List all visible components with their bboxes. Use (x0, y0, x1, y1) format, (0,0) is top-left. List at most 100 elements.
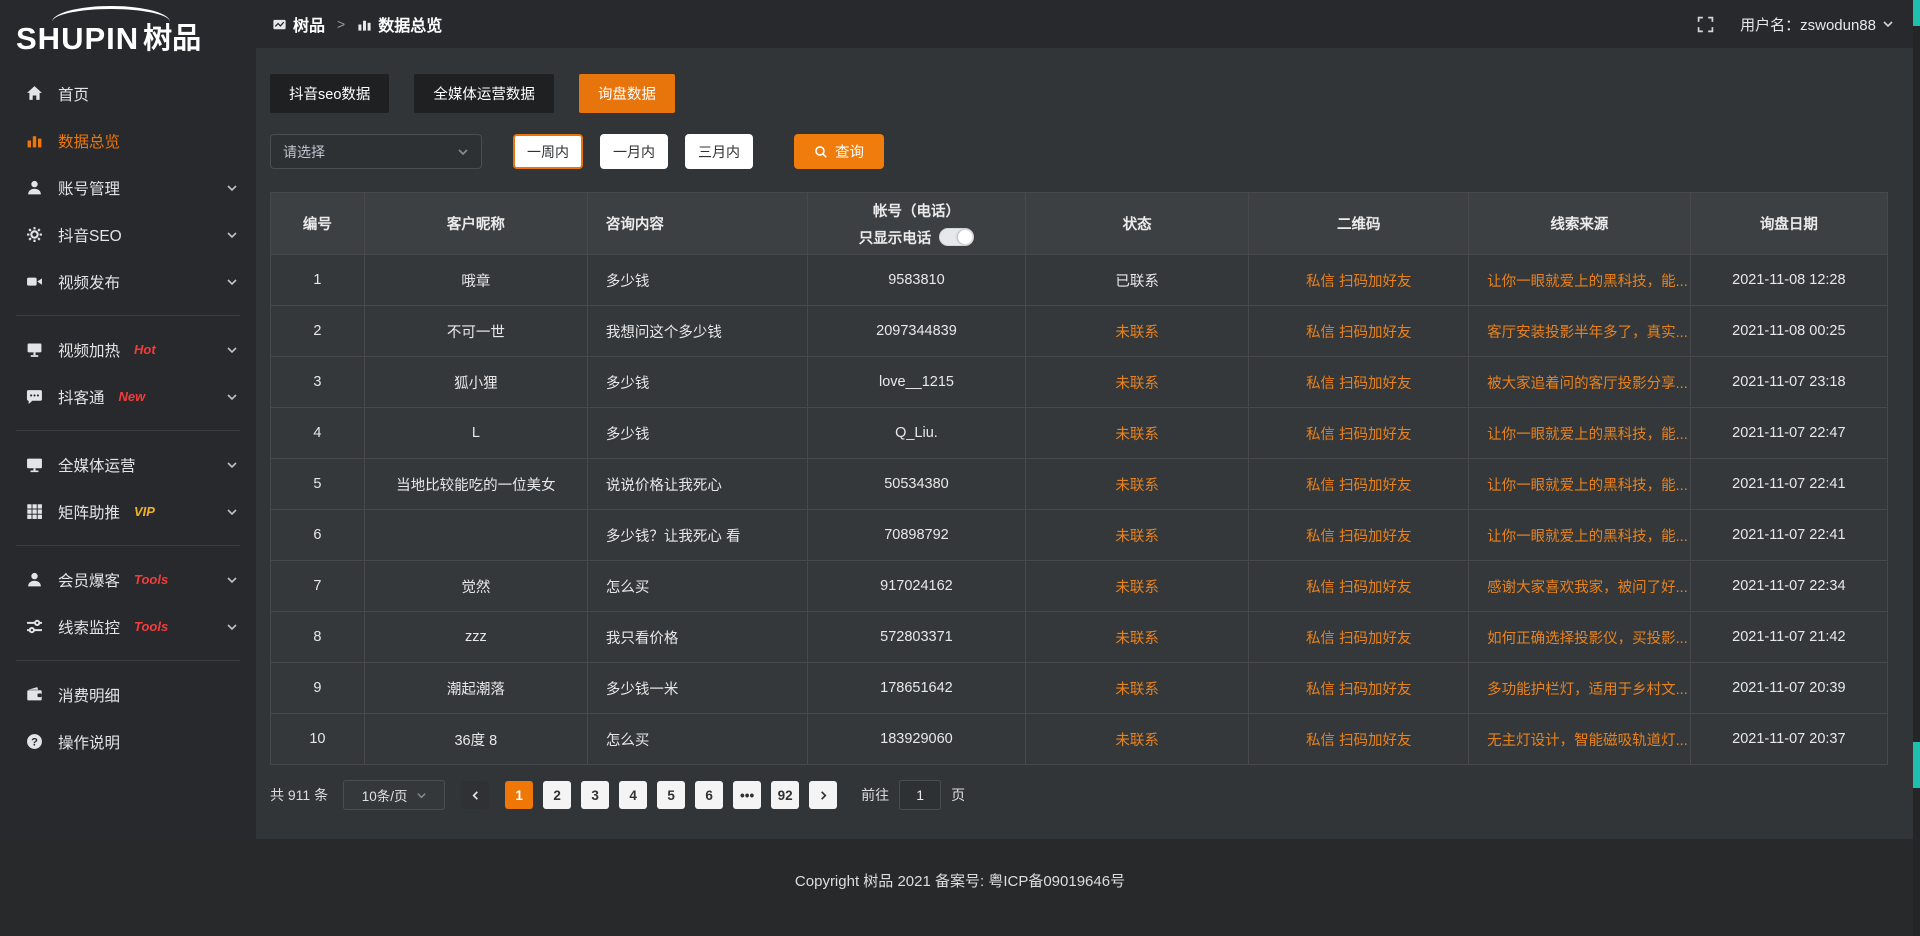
logo-text-cn: 树品 (143, 23, 202, 55)
range-button-2[interactable]: 三月内 (685, 134, 753, 169)
cell-qrcode-link[interactable]: 私信 扫码加好友 (1248, 611, 1470, 663)
page-size-select[interactable]: 10条/页 (343, 780, 446, 810)
sidebar-item-douketong[interactable]: 抖客通 New (0, 373, 256, 420)
cell-qrcode-link[interactable]: 私信 扫码加好友 (1248, 509, 1470, 561)
page-button-3[interactable]: 3 (581, 781, 610, 809)
cell-qrcode-link[interactable]: 私信 扫码加好友 (1248, 458, 1470, 510)
chevron-right-icon (820, 790, 827, 800)
cell-id: 4 (270, 407, 365, 459)
page-button-6[interactable]: 6 (695, 781, 724, 809)
cell-account: 183929060 (806, 713, 1027, 765)
sidebar-item-home[interactable]: 首页 (0, 70, 256, 117)
sidebar-item-member-baoke[interactable]: 会员爆客 Tools (0, 556, 256, 603)
page-button-2[interactable]: 2 (543, 781, 572, 809)
cell-source-link[interactable]: 无主灯设计，智能磁吸轨道灯... (1468, 713, 1691, 765)
sidebar-item-consumption-details[interactable]: 消费明细 (0, 671, 256, 718)
cell-source-link[interactable]: 被大家追着问的客厅投影分享... (1468, 356, 1691, 408)
app-icon (272, 17, 287, 32)
filter-row: 请选择 一周内 一月内 三月内 查询 (270, 134, 1888, 169)
cell-qrcode-link[interactable]: 私信 扫码加好友 (1248, 713, 1470, 765)
tab-0[interactable]: 抖音seo数据 (270, 74, 390, 113)
sidebar-item-label: 视频加热 (58, 342, 121, 360)
app-logo: SHUPIN 树品 (0, 0, 256, 60)
sidebar-item-operation-guide[interactable]: ? 操作说明 (0, 718, 256, 765)
cell-date: 2021-11-08 12:28 (1689, 254, 1889, 306)
phone-only-toggle[interactable] (939, 228, 975, 246)
tab-2[interactable]: 询盘数据 (578, 74, 675, 113)
cell-qrcode-link[interactable]: 私信 扫码加好友 (1248, 356, 1470, 408)
cell-status: 已联系 (1025, 254, 1250, 306)
breadcrumb-item[interactable]: 树品 (293, 18, 326, 35)
sidebar-item-label: 矩阵助推 (58, 504, 121, 522)
page-size-value: 10条/页 (361, 789, 408, 804)
sidebar-divider (16, 545, 240, 546)
question-icon: ? (26, 733, 43, 750)
cell-source-link[interactable]: 客厅安装投影半年多了，真实... (1468, 305, 1691, 357)
sidebar-divider (16, 315, 240, 316)
fullscreen-icon[interactable] (1697, 16, 1714, 33)
sidebar-item-douyin-seo[interactable]: 抖音SEO (0, 211, 256, 258)
table-row: 2 不可一世 我想问这个多少钱 2097344839 未联系 私信 扫码加好友 客厅安装投影… (270, 305, 1889, 357)
cell-status: 未联系 (1025, 305, 1250, 357)
page-button-4[interactable]: 4 (619, 781, 648, 809)
cell-source-link[interactable]: 多功能护栏灯，适用于乡村文... (1468, 662, 1691, 714)
cell-status: 未联系 (1025, 662, 1250, 714)
sidebar-item-matrix-boost[interactable]: 矩阵助推 VIP (0, 488, 256, 535)
cell-source-link[interactable]: 让你一眼就爱上的黑科技，能... (1468, 407, 1691, 459)
cell-nickname: zzz (363, 611, 588, 663)
gear-icon (26, 226, 43, 243)
sidebar-badge: Hot (134, 342, 156, 357)
cell-content: 多少钱 (586, 407, 808, 459)
tab-1[interactable]: 全媒体运营数据 (414, 74, 554, 113)
sidebar-item-lead-monitoring[interactable]: 线索监控 Tools (0, 603, 256, 650)
account-select[interactable]: 请选择 (270, 134, 482, 169)
copyright-text: Copyright 树品 2021 备案号: 粤ICP备09019646号 (794, 873, 1126, 890)
chevron-down-icon (226, 182, 238, 194)
goto-label: 前往 (861, 787, 890, 803)
cell-qrcode-link[interactable]: 私信 扫码加好友 (1248, 254, 1470, 306)
page-button-92[interactable]: 92 (771, 781, 800, 809)
cell-source-link[interactable]: 感谢大家喜欢我家，被问了好... (1468, 560, 1691, 612)
page-buttons: 1 2 3 4 5 6 ••• 92 (505, 781, 800, 809)
cell-source-link[interactable]: 让你一眼就爱上的黑科技，能... (1468, 254, 1691, 306)
cell-source-link[interactable]: 如何正确选择投影仪，买投影... (1468, 611, 1691, 663)
sidebar-item-label: 视频发布 (58, 274, 121, 292)
range-button-1[interactable]: 一月内 (600, 134, 668, 169)
prev-page-button[interactable] (461, 781, 490, 809)
cell-qrcode-link[interactable]: 私信 扫码加好友 (1248, 662, 1470, 714)
col-qrcode: 二维码 (1248, 192, 1470, 255)
cell-account: love__1215 (806, 356, 1027, 408)
cell-qrcode-link[interactable]: 私信 扫码加好友 (1248, 407, 1470, 459)
cell-id: 10 (270, 713, 365, 765)
page-ellipsis[interactable]: ••• (733, 781, 762, 809)
sidebar-item-account-management[interactable]: 账号管理 (0, 164, 256, 211)
toggle-knob (958, 230, 973, 244)
next-page-button[interactable] (809, 781, 838, 809)
cell-qrcode-link[interactable]: 私信 扫码加好友 (1248, 305, 1470, 357)
user-menu[interactable]: 用户名：zswodun88 (1740, 14, 1894, 35)
page-button-1[interactable]: 1 (505, 781, 534, 809)
cell-source-link[interactable]: 让你一眼就爱上的黑科技，能... (1468, 458, 1691, 510)
video-icon (26, 273, 43, 290)
home-icon (26, 85, 43, 102)
sidebar-item-data-overview[interactable]: 数据总览 (0, 117, 256, 164)
sidebar-item-label: 消费明细 (58, 687, 121, 705)
search-button[interactable]: 查询 (794, 134, 884, 169)
cell-nickname: 哦章 (363, 254, 588, 306)
sidebar-item-video-heating[interactable]: 视频加热 Hot (0, 326, 256, 373)
sidebar-item-omnimedia-operation[interactable]: 全媒体运营 (0, 441, 256, 488)
sidebar-badge: New (118, 389, 146, 404)
table-row: 9 潮起潮落 多少钱一米 178651642 未联系 私信 扫码加好友 多功能护栏灯，适用于… (270, 662, 1889, 714)
sidebar-badge: Tools (134, 619, 169, 634)
cell-source-link[interactable]: 让你一眼就爱上的黑科技，能... (1468, 509, 1691, 561)
scrollbar[interactable] (1913, 0, 1920, 936)
sidebar-item-video-publish[interactable]: 视频发布 (0, 258, 256, 305)
page-button-5[interactable]: 5 (657, 781, 686, 809)
cell-qrcode-link[interactable]: 私信 扫码加好友 (1248, 560, 1470, 612)
sidebar-item-label: 账号管理 (58, 180, 121, 198)
cell-status: 未联系 (1025, 458, 1250, 510)
table-row: 5 当地比较能吃的一位美女 说说价格让我死心 50534380 未联系 私信 扫码加好友让… (270, 458, 1889, 510)
range-button-0[interactable]: 一周内 (513, 134, 583, 169)
col-date: 询盘日期 (1689, 192, 1889, 255)
goto-page-input[interactable] (899, 780, 942, 810)
